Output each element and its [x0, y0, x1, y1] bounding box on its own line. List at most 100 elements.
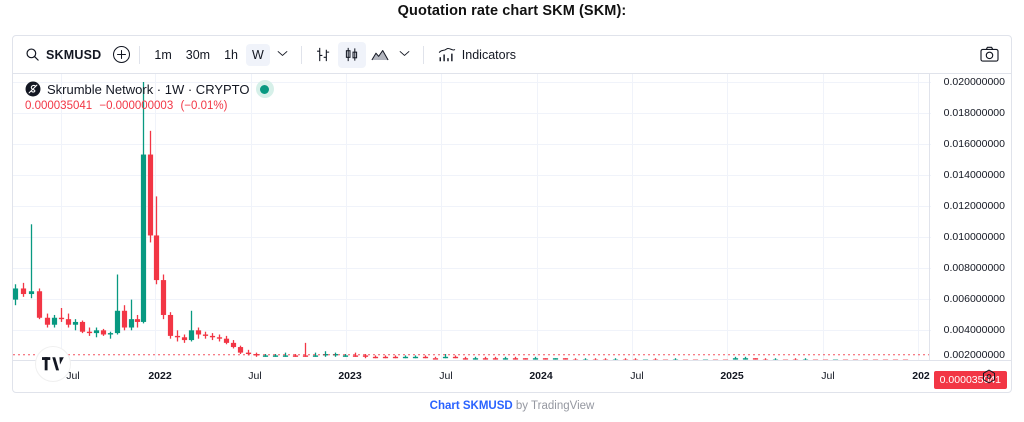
time-tick: 2025 [720, 370, 744, 382]
candle [792, 358, 799, 360]
price-tick: 0.004000000 [943, 324, 1005, 336]
time-tick: Jul [439, 370, 453, 382]
candle [79, 320, 86, 334]
candle [223, 335, 230, 345]
candle [372, 355, 379, 359]
skrumble-logo-icon [25, 81, 41, 97]
price-tick: 0.020000000 [943, 76, 1005, 88]
legend-last-price: 0.000035041 [25, 100, 93, 112]
candle [592, 358, 599, 360]
candle [147, 130, 154, 243]
interval-w[interactable]: W [245, 43, 270, 66]
chart-type-chevron-down-icon[interactable] [394, 47, 415, 62]
search-icon [25, 47, 40, 62]
price-tick: 0.016000000 [943, 138, 1005, 150]
chevron-down-icon[interactable] [272, 47, 293, 62]
candle [86, 327, 93, 336]
candle [100, 328, 107, 336]
tradingview-byline: by TradingView [512, 400, 595, 412]
candle [153, 196, 160, 285]
candlestick-icon[interactable] [337, 41, 366, 68]
price-tick: 0.014000000 [943, 169, 1005, 181]
price-tick: 0.002000000 [943, 349, 1005, 361]
candle [174, 330, 181, 342]
indicators-button[interactable]: Indicators [432, 43, 522, 67]
price-tick: 0.012000000 [943, 200, 1005, 212]
candle [672, 358, 679, 360]
chart-attribution-footer: Chart SKMUSD by TradingView [0, 400, 1024, 412]
price-axis[interactable]: 0.020000000 0.018000000 0.016000000 0.01… [929, 74, 1011, 389]
candle [202, 331, 209, 339]
mountain-area-icon[interactable] [366, 42, 394, 68]
candle [209, 333, 216, 341]
candle [302, 342, 309, 357]
candle [237, 345, 244, 355]
candle [752, 358, 759, 360]
current-price-badge: 0.000035041 [933, 371, 1007, 389]
candle [392, 355, 399, 359]
candle [462, 356, 469, 360]
interval-1h[interactable]: 1h [224, 47, 238, 62]
price-tick: 0.006000000 [943, 293, 1005, 305]
add-symbol-button[interactable] [111, 45, 131, 65]
candle [612, 358, 619, 360]
candle [44, 313, 51, 328]
toolbar-divider [422, 45, 424, 64]
gear-hex-icon[interactable] [981, 369, 997, 385]
candle [253, 352, 260, 357]
interval-30m[interactable]: 30m [185, 47, 211, 62]
candle [13, 284, 19, 306]
candle [272, 354, 279, 357]
legend-price-row: 0.000035041 −0.000000003 (−0.01%) [25, 100, 274, 112]
candle [107, 331, 114, 339]
candle [402, 355, 409, 359]
camera-icon[interactable] [975, 42, 1003, 68]
candle [58, 307, 65, 322]
candle [20, 282, 27, 297]
candle [36, 288, 43, 320]
candle [442, 354, 449, 359]
candle [632, 358, 639, 360]
candle [652, 358, 659, 360]
time-axis[interactable]: Jul 2022 Jul 2023 Jul 2024 Jul 2025 Jul … [13, 360, 1011, 392]
candle [167, 312, 174, 339]
candle [382, 355, 389, 359]
chart-plot[interactable] [13, 74, 931, 360]
chart-toolbar: SKMUSD 1m 30m 1h W [13, 36, 1011, 74]
bar-adjust-icon[interactable] [310, 42, 338, 68]
candle [342, 354, 349, 357]
chart-symbol-link[interactable]: Chart SKMUSD [429, 400, 513, 412]
candle [72, 319, 79, 331]
time-tick: Jul [630, 370, 644, 382]
indicators-bars-icon [438, 47, 456, 63]
candle [93, 327, 100, 338]
candle [602, 358, 609, 360]
candle [472, 356, 479, 360]
candle [512, 356, 519, 360]
candle [522, 358, 529, 360]
price-tick: 0.008000000 [943, 262, 1005, 274]
candle [188, 310, 195, 342]
time-tick: 2022 [148, 370, 172, 382]
candle [332, 352, 339, 357]
market-open-dot-icon[interactable] [255, 80, 274, 98]
symbol-search-button[interactable]: SKMUSD [23, 42, 105, 68]
symbol-label: SKMUSD [46, 47, 102, 62]
toolbar-right-group [975, 42, 1003, 68]
candle [452, 355, 459, 359]
price-tick: 0.010000000 [943, 231, 1005, 243]
candle [492, 356, 499, 360]
legend-title: Skrumble Network · 1W · CRYPTO [47, 81, 250, 97]
time-tick: Jul [821, 370, 835, 382]
tradingview-logo-icon[interactable] [35, 346, 71, 382]
candle [134, 314, 141, 328]
time-tick: 2023 [338, 370, 362, 382]
candle [422, 355, 429, 359]
candle [292, 354, 299, 357]
interval-1m[interactable]: 1m [154, 47, 172, 62]
candle [542, 358, 549, 360]
legend-title-row: Skrumble Network · 1W · CRYPTO [25, 80, 274, 98]
candle [282, 352, 289, 357]
candle [160, 274, 167, 320]
candlestick-canvas[interactable] [13, 74, 931, 360]
